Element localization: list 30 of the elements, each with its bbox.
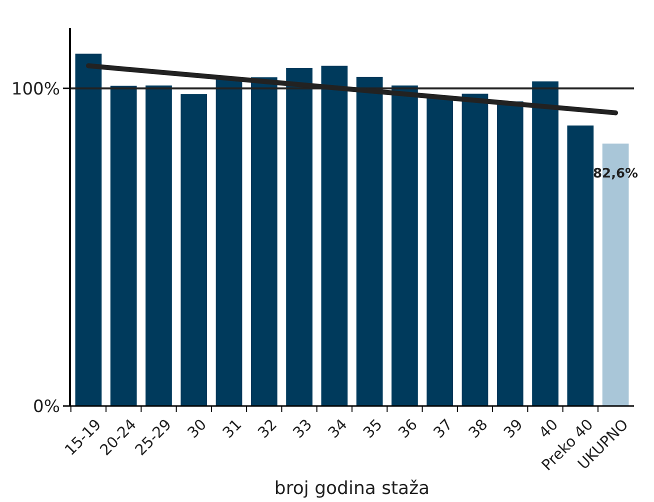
x-tick-label: 32 bbox=[254, 416, 280, 442]
x-axis-title: broj godina staža bbox=[274, 478, 430, 499]
bar bbox=[216, 78, 242, 406]
y-tick-label: 0% bbox=[33, 396, 60, 417]
x-tick-label: 33 bbox=[289, 416, 316, 442]
bar bbox=[321, 66, 348, 406]
bar bbox=[146, 85, 172, 406]
bar bbox=[75, 54, 102, 406]
x-tick-label: 37 bbox=[430, 416, 456, 442]
x-tick-label: 35 bbox=[360, 416, 386, 442]
bar bbox=[110, 86, 137, 406]
x-tick-label: 30 bbox=[184, 416, 210, 442]
bar bbox=[356, 76, 383, 406]
bar bbox=[180, 94, 208, 406]
bar bbox=[286, 68, 312, 406]
x-tick-label: 34 bbox=[324, 416, 351, 442]
bar bbox=[496, 101, 524, 406]
x-tick-label: 39 bbox=[500, 416, 526, 442]
bar bbox=[567, 126, 594, 406]
x-tick-label: 31 bbox=[219, 416, 246, 442]
data-label: 82,6% bbox=[592, 166, 638, 182]
bar bbox=[392, 85, 418, 406]
bar bbox=[426, 96, 454, 406]
bar bbox=[532, 81, 558, 406]
x-tick-label: 38 bbox=[465, 416, 492, 442]
x-tick-label: 40 bbox=[535, 416, 562, 442]
y-tick-label: 100% bbox=[11, 79, 60, 100]
x-tick-label: 36 bbox=[394, 416, 421, 442]
bar bbox=[462, 94, 488, 406]
bar bbox=[250, 77, 278, 406]
